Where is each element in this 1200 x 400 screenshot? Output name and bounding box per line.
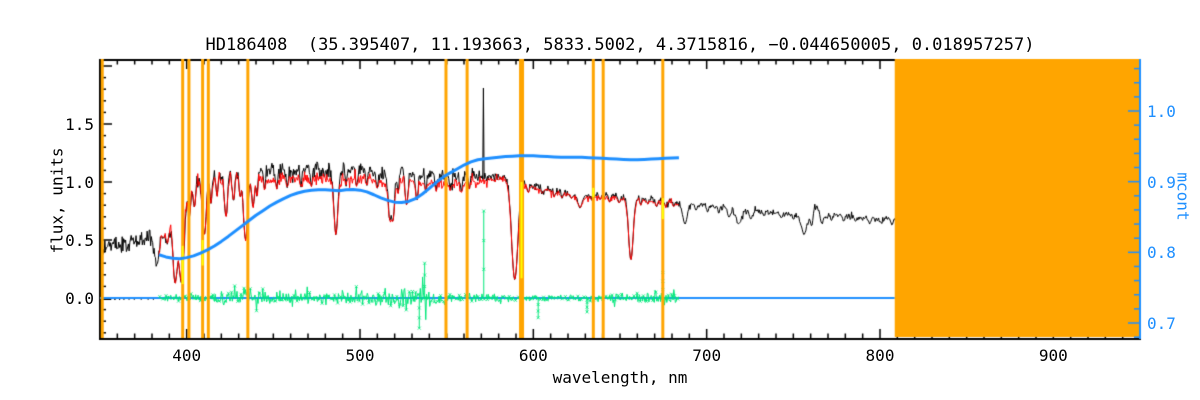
mcont-tick-label: 0.8 xyxy=(1147,243,1176,263)
flux-tick-label: 0.0 xyxy=(65,289,94,308)
x-axis-label: wavelength, nm xyxy=(552,368,688,387)
x-tick-label: 500 xyxy=(345,346,375,365)
x-tick-label: 400 xyxy=(172,346,202,365)
mcont-tick-label: 0.7 xyxy=(1147,314,1176,333)
plot-title: HD186408 (35.395407, 11.193663, 5833.500… xyxy=(205,35,1035,55)
flux-tick-label: 0.5 xyxy=(65,231,94,250)
mcont-tick-label: 1.0 xyxy=(1147,101,1176,121)
x-tick-label: 600 xyxy=(518,346,548,365)
x-tick-label: 800 xyxy=(865,346,895,365)
x-tick-label: 700 xyxy=(692,346,722,365)
x-tick-label: 900 xyxy=(1038,346,1068,365)
flux-tick-label: 1.0 xyxy=(65,173,94,192)
mcont-tick-label: 0.9 xyxy=(1147,172,1176,192)
y-axis-label-mcont: mcont xyxy=(1173,172,1193,221)
flux-tick-label: 1.5 xyxy=(65,115,94,134)
